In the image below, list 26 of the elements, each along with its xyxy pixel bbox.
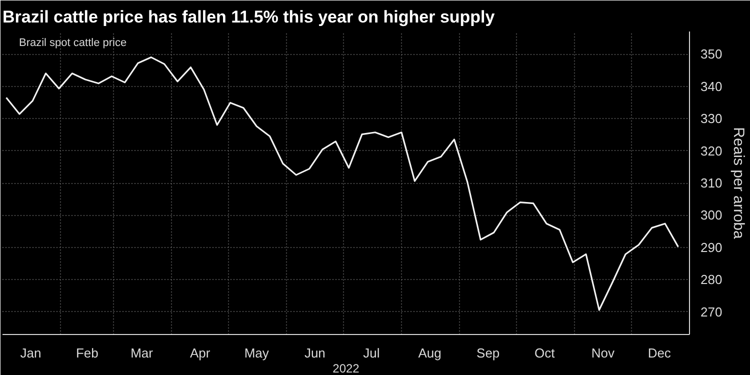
y-tick-label: 300 [700, 208, 722, 223]
y-tick-label: 310 [700, 176, 722, 190]
x-tick-label: Apr [190, 346, 211, 360]
chart-title: Brazil cattle price has fallen 11.5% this year on higher supply [2, 8, 496, 26]
y-tick-label: 290 [700, 240, 722, 255]
y-tick-label: 270 [700, 304, 722, 320]
series-label: Brazil spot cattle price [19, 37, 127, 49]
x-tick-label: Jan [20, 346, 42, 360]
y-tick-label: 340 [700, 78, 722, 94]
x-tick-label: Mar [130, 346, 154, 360]
x-tick-label: May [244, 346, 270, 360]
y-tick-label: 330 [700, 111, 722, 126]
x-tick-label: Sep [476, 346, 500, 360]
line-series [5, 56, 680, 311]
x-tick-label: Aug [418, 346, 442, 360]
y-tick-label: 350 [700, 46, 722, 62]
x-axis-title: 2022 [332, 362, 360, 375]
x-tick-label: Nov [591, 346, 615, 360]
x-tick-label: Dec [648, 346, 672, 360]
x-tick-label: Jul [363, 346, 380, 360]
y-tick-label: 280 [700, 272, 722, 288]
x-tick-label: Feb [76, 346, 98, 360]
x-tick-label: Oct [534, 346, 556, 360]
x-tick-label: Jun [304, 346, 326, 360]
y-tick-label: 320 [700, 143, 722, 158]
y-axis-title: Reais per arroba [730, 127, 748, 240]
